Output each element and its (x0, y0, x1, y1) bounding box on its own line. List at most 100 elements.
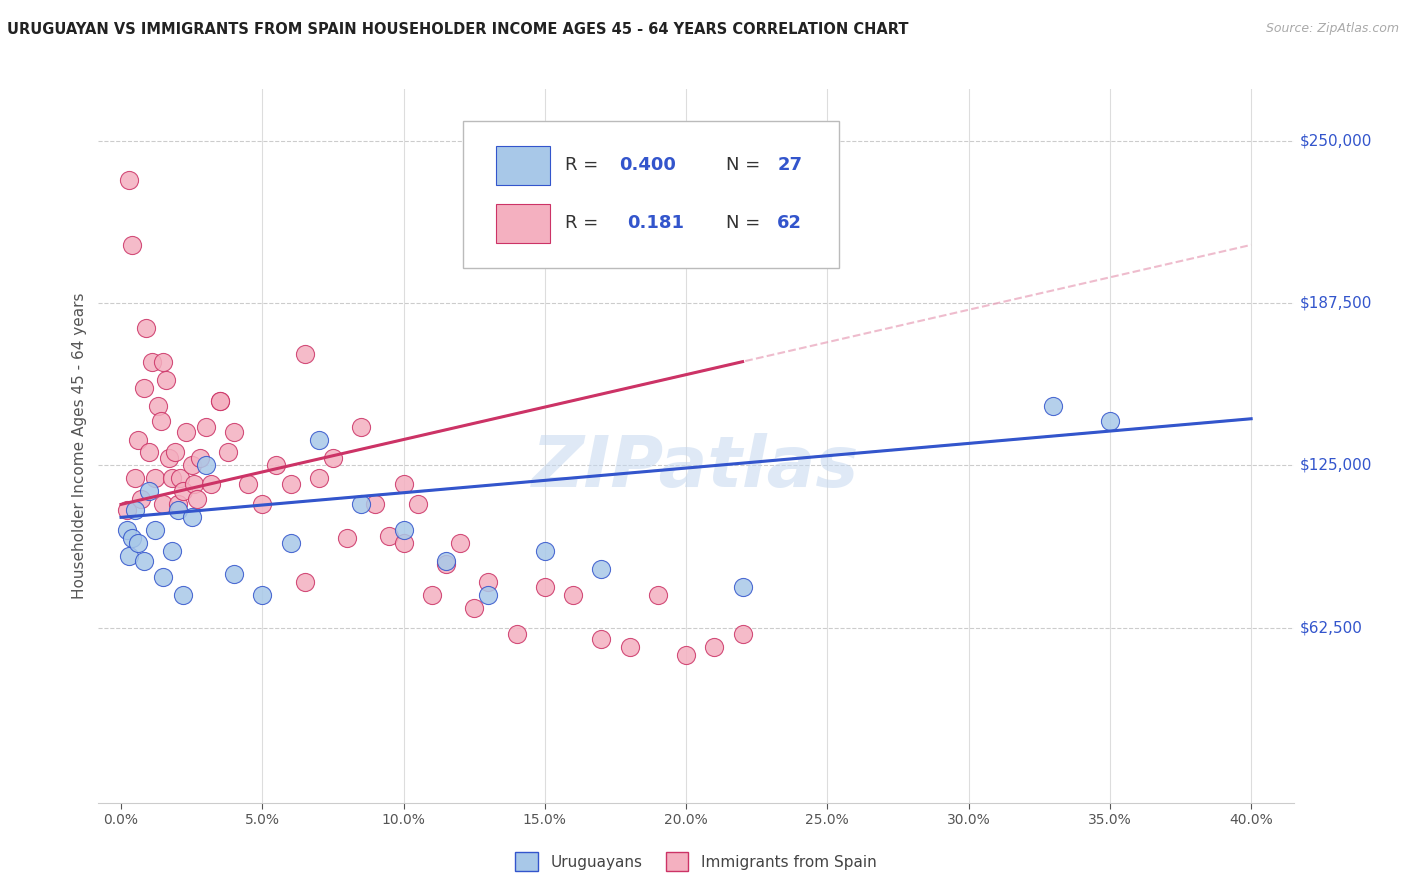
Text: ZIPatlas: ZIPatlas (533, 433, 859, 502)
Text: URUGUAYAN VS IMMIGRANTS FROM SPAIN HOUSEHOLDER INCOME AGES 45 - 64 YEARS CORRELA: URUGUAYAN VS IMMIGRANTS FROM SPAIN HOUSE… (7, 22, 908, 37)
Point (127, 536, 149, 550)
Point (208, 393, 231, 408)
Point (132, 381, 155, 395)
Text: 62: 62 (778, 214, 803, 233)
Point (350, 419, 373, 434)
Point (434, 557, 457, 571)
Point (533, 581, 555, 595)
Point (280, 476, 302, 491)
Point (169, 471, 191, 485)
Point (149, 414, 172, 428)
Point (138, 484, 160, 499)
Point (336, 531, 359, 545)
Point (449, 536, 471, 550)
Point (562, 588, 585, 602)
Point (121, 531, 143, 545)
Point (420, 588, 443, 602)
Text: R =: R = (565, 156, 603, 175)
Point (118, 173, 141, 187)
Point (157, 450, 180, 465)
Legend: Uruguayans, Immigrants from Spain: Uruguayans, Immigrants from Spain (509, 847, 883, 877)
Text: $187,500: $187,500 (1299, 296, 1372, 310)
Point (350, 497, 373, 511)
Point (143, 471, 166, 485)
Text: Source: ZipAtlas.com: Source: ZipAtlas.com (1265, 22, 1399, 36)
Text: 0.181: 0.181 (627, 214, 683, 233)
Point (364, 497, 387, 511)
Point (188, 450, 211, 465)
Point (163, 445, 186, 459)
Point (477, 575, 499, 590)
Text: R =: R = (565, 214, 609, 233)
Point (146, 399, 169, 413)
Point (180, 510, 202, 524)
Point (463, 601, 485, 615)
Point (266, 458, 288, 473)
Point (703, 640, 725, 654)
Point (183, 476, 205, 491)
Point (155, 373, 177, 387)
Point (308, 433, 330, 447)
Point (238, 476, 260, 491)
Point (194, 419, 217, 434)
Point (217, 445, 239, 459)
Point (208, 393, 231, 408)
Point (152, 497, 174, 511)
Point (294, 575, 316, 590)
Point (127, 433, 149, 447)
Point (392, 524, 415, 538)
Point (124, 471, 146, 485)
Point (124, 502, 146, 516)
Point (378, 528, 401, 542)
Point (533, 544, 555, 558)
Point (118, 549, 141, 564)
Point (180, 458, 202, 473)
Point (121, 238, 143, 252)
Point (434, 554, 457, 568)
Point (115, 502, 138, 516)
Point (160, 471, 183, 485)
Point (675, 648, 697, 662)
Point (132, 554, 155, 568)
Point (115, 524, 138, 538)
Point (172, 484, 194, 499)
Bar (496, 145, 550, 186)
Point (186, 492, 208, 507)
FancyBboxPatch shape (463, 121, 839, 268)
Point (129, 492, 152, 507)
Text: N =: N = (725, 214, 766, 233)
Point (222, 567, 245, 582)
Point (166, 502, 188, 516)
Point (731, 581, 754, 595)
Point (200, 476, 222, 491)
Point (152, 570, 174, 584)
Point (591, 632, 613, 647)
Point (647, 588, 669, 602)
Point (252, 588, 274, 602)
Point (406, 497, 429, 511)
Point (252, 497, 274, 511)
Point (591, 562, 613, 576)
Text: $125,000: $125,000 (1299, 458, 1372, 473)
Point (731, 627, 754, 641)
Point (619, 640, 641, 654)
Point (392, 536, 415, 550)
Point (172, 588, 194, 602)
Point (477, 588, 499, 602)
Point (322, 450, 344, 465)
Point (143, 524, 166, 538)
Point (280, 536, 302, 550)
Point (138, 445, 160, 459)
Point (141, 354, 163, 368)
Bar (496, 203, 550, 244)
Y-axis label: Householder Income Ages 45 - 64 years: Householder Income Ages 45 - 64 years (72, 293, 87, 599)
Text: $250,000: $250,000 (1299, 134, 1372, 149)
Point (174, 425, 197, 439)
Point (1098, 414, 1121, 428)
Point (222, 425, 245, 439)
Text: 27: 27 (778, 156, 803, 175)
Point (308, 471, 330, 485)
Point (166, 497, 188, 511)
Point (392, 476, 415, 491)
Point (294, 347, 316, 361)
